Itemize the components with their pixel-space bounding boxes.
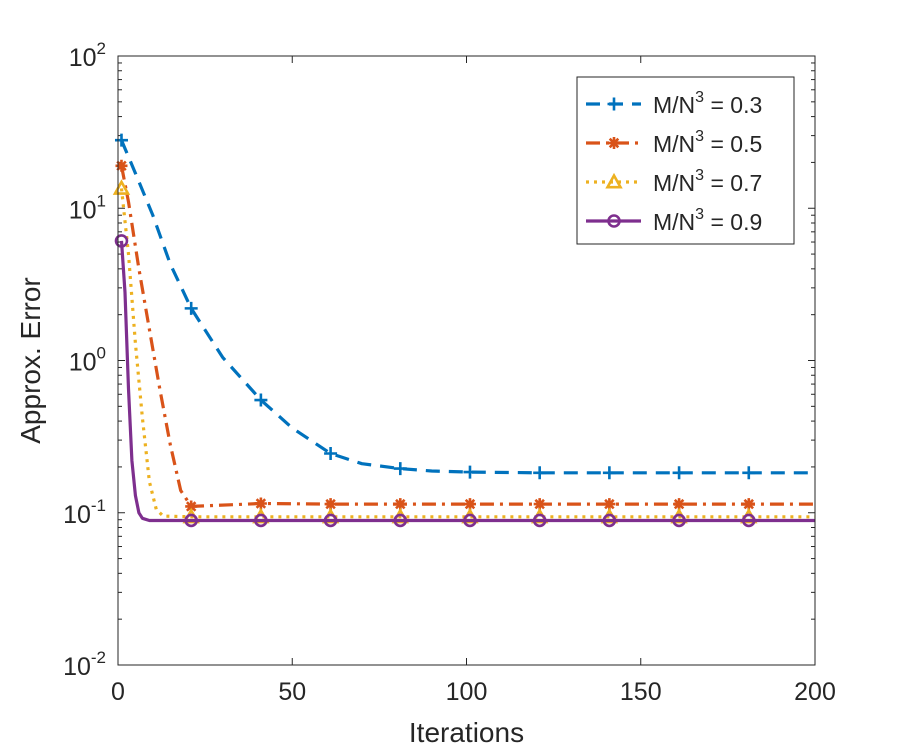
y-tick-label: 100	[69, 344, 106, 377]
x-axis-label: Iterations	[409, 717, 524, 748]
plus-marker	[602, 466, 616, 480]
asterisk-marker	[324, 498, 337, 511]
plus-marker	[254, 393, 268, 407]
plus-marker	[114, 133, 128, 147]
plus-marker	[533, 466, 547, 480]
x-tick-label: 50	[278, 678, 306, 706]
plus-marker	[393, 462, 407, 476]
y-tick-label: 10-1	[63, 496, 106, 529]
legend-label: M/N3 = 0.9	[653, 206, 762, 235]
plus-marker	[607, 97, 621, 111]
series-solid	[114, 234, 815, 528]
circle-marker	[672, 513, 686, 528]
legend-label: M/N3 = 0.5	[653, 128, 762, 157]
x-tick-label: 0	[111, 678, 125, 706]
plus-marker	[463, 465, 477, 479]
asterisk-marker	[115, 159, 128, 172]
series-layer	[112, 133, 815, 528]
circle-marker	[323, 513, 338, 528]
plus-marker	[184, 301, 198, 315]
series-line	[120, 139, 815, 475]
x-tick-label: 150	[620, 678, 662, 706]
y-tick-label: 101	[69, 191, 106, 224]
y-tick-label: 102	[69, 39, 106, 72]
asterisk-marker	[533, 498, 546, 511]
asterisk-marker	[608, 137, 620, 149]
legend: M/N3 = 0.3 M/N3 = 0.5 M/N3 = 0.7 M/N3 = 0.9	[576, 76, 795, 245]
series-line	[119, 188, 815, 519]
tick-marks	[117, 55, 816, 666]
y-tick-label: 10-2	[63, 648, 106, 681]
series-line	[119, 240, 815, 523]
circle-marker	[184, 513, 198, 528]
circle-marker	[463, 513, 477, 528]
plus-marker	[672, 466, 686, 480]
series-dashdot	[115, 159, 815, 513]
x-tick-label: 100	[446, 678, 488, 706]
asterisk-marker	[254, 497, 267, 510]
asterisk-marker	[603, 498, 616, 511]
axes-box	[117, 55, 816, 666]
axes: 0 50 100 150 200 10-2 10-1 100 101 102	[63, 39, 836, 706]
y-axis-label: Approx. Error	[15, 277, 46, 444]
circle-marker	[393, 513, 408, 528]
plus-marker	[324, 446, 338, 460]
triangle-marker	[605, 172, 623, 189]
asterisk-marker	[742, 498, 755, 511]
circle-marker	[532, 513, 547, 528]
asterisk-marker	[394, 498, 407, 511]
plus-marker	[742, 466, 756, 480]
asterisk-marker	[463, 498, 476, 511]
circle-marker	[114, 234, 129, 248]
series-dashed	[114, 133, 815, 480]
asterisk-marker	[185, 500, 198, 513]
legend-label: M/N3 = 0.7	[653, 167, 762, 196]
circle-marker	[602, 513, 617, 528]
circle-marker	[254, 513, 268, 528]
asterisk-marker	[673, 498, 686, 511]
circle-marker	[607, 214, 621, 228]
x-tick-label: 200	[794, 678, 836, 706]
circle-marker	[741, 513, 756, 528]
legend-label: M/N3 = 0.3	[653, 89, 762, 118]
